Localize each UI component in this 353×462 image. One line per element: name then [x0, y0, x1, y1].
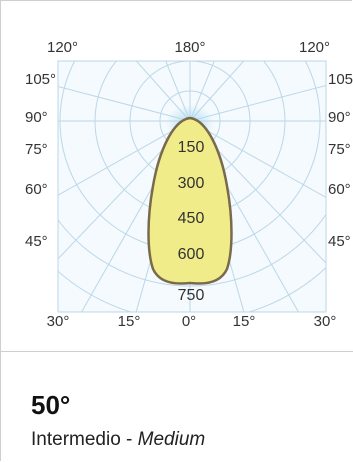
bottom-angle-30-right: 30°: [314, 313, 337, 330]
beam-label: Intermedio - Medium: [31, 429, 205, 451]
beam-angle: 50°: [31, 390, 71, 420]
top-angle-center: 180°: [174, 39, 205, 56]
beam-label-italian: Intermedio -: [31, 429, 138, 450]
right-angle-105: 105°: [328, 71, 353, 88]
left-angle-105: 105°: [25, 71, 56, 88]
right-angle-45: 45°: [328, 233, 351, 250]
right-angle-75: 75°: [328, 141, 351, 158]
beam-label-english: Medium: [137, 429, 206, 450]
intensity-lobe: [147, 116, 233, 285]
intensity-label-150: 150: [178, 139, 205, 156]
top-angle-left: 120°: [47, 39, 78, 56]
left-angle-75: 75°: [25, 141, 48, 158]
bottom-angle-30-left: 30°: [47, 313, 70, 330]
left-angle-90: 90°: [25, 109, 48, 126]
top-angle-right: 120°: [299, 39, 330, 56]
polar-light-distribution-diagram: 120° 180° 120° 105° 90° 75° 60° 45° 105°…: [25, 39, 353, 330]
bottom-angle-15-right: 15°: [233, 313, 256, 330]
right-angle-90: 90°: [328, 109, 351, 126]
intensity-label-600: 600: [178, 246, 205, 263]
bottom-angle-15-left: 15°: [118, 313, 141, 330]
left-angle-45: 45°: [25, 233, 48, 250]
section-divider: [1, 351, 353, 352]
bottom-angle-0: 0°: [182, 313, 196, 330]
right-angle-60: 60°: [328, 181, 351, 198]
intensity-label-450: 450: [178, 210, 205, 227]
intensity-label-300: 300: [178, 175, 205, 192]
left-angle-60: 60°: [25, 181, 48, 198]
intensity-label-750: 750: [178, 287, 205, 304]
